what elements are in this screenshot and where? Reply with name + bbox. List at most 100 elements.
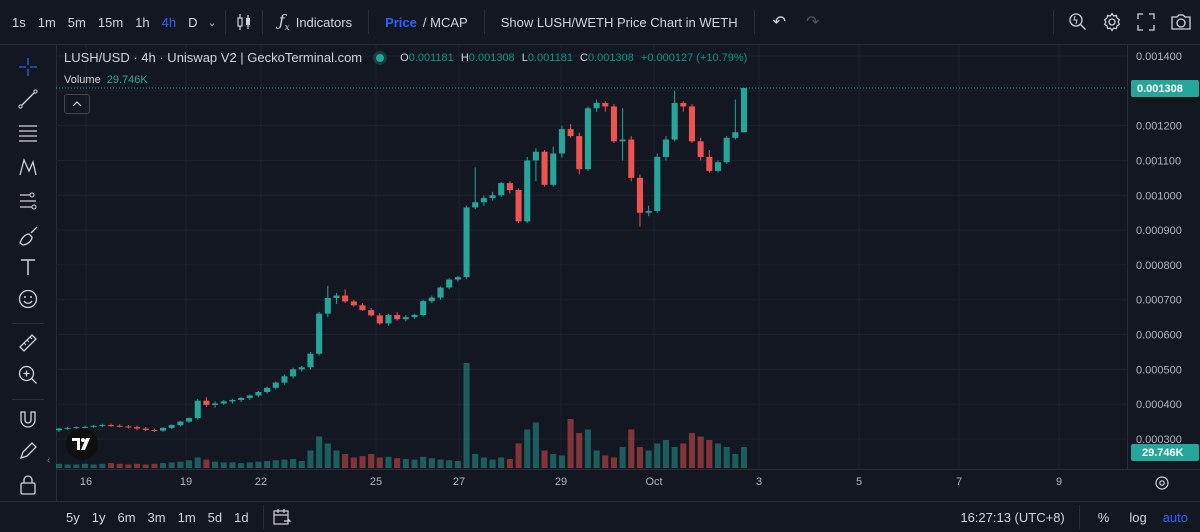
candle-body — [307, 353, 314, 368]
price-option[interactable]: Price — [385, 14, 417, 30]
range-1y[interactable]: 1y — [91, 509, 106, 525]
volume-bar — [160, 463, 167, 468]
volume-bar — [498, 457, 505, 468]
ruler-icon[interactable] — [14, 329, 42, 357]
pencil-lock-icon[interactable] — [14, 437, 42, 465]
top-toolbar: 1s 1m 5m 15m 1h 4h D ⌄ ƒx Indicators Price / M… — [0, 0, 1200, 45]
undo-icon[interactable]: ↶ — [772, 14, 787, 31]
timeframe-1h[interactable]: 1h — [135, 14, 150, 30]
zoom-in-icon[interactable] — [14, 361, 42, 389]
volume-bar — [420, 456, 427, 468]
volume-bar — [688, 433, 696, 468]
timeframe-D[interactable]: D — [188, 14, 198, 30]
high-label: H — [460, 51, 469, 64]
candle-body — [740, 88, 748, 133]
divider — [753, 10, 755, 34]
candle-body — [671, 103, 678, 140]
timeframe-5m[interactable]: 5m — [67, 14, 86, 30]
settings-gear-icon[interactable] — [1102, 12, 1122, 32]
volume-bar — [567, 419, 574, 468]
indicators-button[interactable]: ƒx Indicators — [271, 11, 360, 33]
fullscreen-icon[interactable] — [1136, 12, 1156, 32]
show-weth-chart-button[interactable]: Show LUSH/WETH Price Chart in WETH — [493, 15, 746, 30]
time-axis[interactable]: 16 19 22 25 27 29 Oct 3 5 7 9 — [56, 469, 1200, 502]
volume-bar — [142, 464, 149, 468]
volume-bar — [446, 460, 453, 468]
price-tick-label: 0.000700 — [1136, 295, 1182, 307]
candle-body — [480, 198, 487, 203]
volume-bar — [645, 450, 652, 468]
volume-bar — [671, 447, 678, 468]
expand-arrow-icon[interactable]: ‹ — [47, 455, 51, 466]
timeframe-4h[interactable]: 4h — [161, 14, 177, 30]
candlestick-icon[interactable] — [234, 12, 254, 32]
volume-bar — [220, 462, 227, 468]
volume-bar — [385, 456, 392, 468]
calendar-goto-icon[interactable] — [272, 507, 292, 527]
chevron-down-icon[interactable]: ⌄ — [207, 16, 217, 29]
volume-bar — [402, 458, 409, 468]
candle-body — [376, 315, 383, 324]
candle-body — [420, 301, 427, 316]
volume-bar — [532, 422, 539, 468]
prediction-icon[interactable] — [14, 187, 42, 215]
log-toggle[interactable]: log — [1129, 509, 1147, 525]
candle-body — [99, 425, 106, 427]
quick-search-icon[interactable] — [1068, 12, 1088, 32]
pattern-icon[interactable] — [14, 153, 42, 181]
volume-bar — [732, 454, 739, 468]
percent-toggle[interactable]: % — [1097, 509, 1110, 525]
timeframe-1s[interactable]: 1s — [12, 14, 26, 30]
time-tick-label: 27 — [453, 476, 465, 488]
volume-bar — [506, 458, 513, 468]
time-tick-label: 9 — [1056, 476, 1062, 488]
volume-bar — [56, 463, 63, 468]
trend-line-icon[interactable] — [14, 85, 42, 113]
chart-legend: LUSH/USD · 4h · Uniswap V2 | GeckoTermin… — [64, 50, 747, 65]
range-1m[interactable]: 1m — [177, 509, 196, 525]
volume-bar — [238, 463, 245, 468]
text-tool-icon[interactable] — [14, 253, 42, 281]
timeframe-1m[interactable]: 1m — [37, 14, 56, 30]
redo-icon[interactable]: ↷ — [806, 14, 820, 31]
volume-bar — [740, 447, 748, 468]
candle-body — [125, 426, 132, 428]
price-mcap-toggle[interactable]: Price / MCAP — [377, 15, 476, 30]
magnet-icon[interactable] — [14, 405, 42, 433]
candle-body — [246, 395, 253, 398]
auto-toggle[interactable]: auto — [1162, 509, 1188, 525]
range-6m[interactable]: 6m — [117, 509, 136, 525]
divider — [224, 10, 226, 34]
crosshair-icon[interactable] — [14, 53, 42, 81]
camera-snapshot-icon[interactable] — [1170, 12, 1192, 32]
time-tick-label: 16 — [80, 476, 92, 488]
axis-settings-icon[interactable] — [1155, 476, 1169, 490]
candle-body — [116, 425, 123, 427]
range-5d[interactable]: 5d — [207, 509, 223, 525]
range-3m[interactable]: 3m — [147, 509, 166, 525]
candle-body — [350, 301, 357, 306]
range-5y[interactable]: 5y — [66, 509, 80, 525]
price-tick-label: 0.001000 — [1136, 190, 1182, 202]
volume-bar — [359, 456, 366, 468]
low-label: L — [521, 51, 528, 64]
emoji-icon[interactable] — [14, 285, 42, 313]
tradingview-logo[interactable] — [66, 428, 98, 460]
divider — [261, 10, 263, 34]
timeframe-15m[interactable]: 15m — [97, 14, 124, 30]
volume-bar — [602, 455, 609, 468]
candlestick-chart[interactable] — [56, 45, 1127, 469]
candle-body — [732, 132, 739, 138]
collapse-legend-button[interactable] — [64, 94, 90, 114]
price-axis[interactable]: 0.0014000.0013000.0012000.0011000.001000… — [1127, 45, 1200, 469]
candle-body — [368, 310, 375, 316]
mcap-option[interactable]: / MCAP — [422, 14, 468, 30]
range-1d[interactable]: 1d — [234, 509, 249, 525]
fib-retracement-icon[interactable] — [14, 119, 42, 147]
lock-icon[interactable] — [14, 471, 42, 499]
brush-icon[interactable] — [14, 221, 42, 249]
volume-bar — [463, 363, 470, 468]
clock-timezone[interactable]: 16:27:13 (UTC+8) — [960, 509, 1065, 525]
time-tick-label: 22 — [255, 476, 267, 488]
indicators-label: Indicators — [295, 14, 353, 30]
